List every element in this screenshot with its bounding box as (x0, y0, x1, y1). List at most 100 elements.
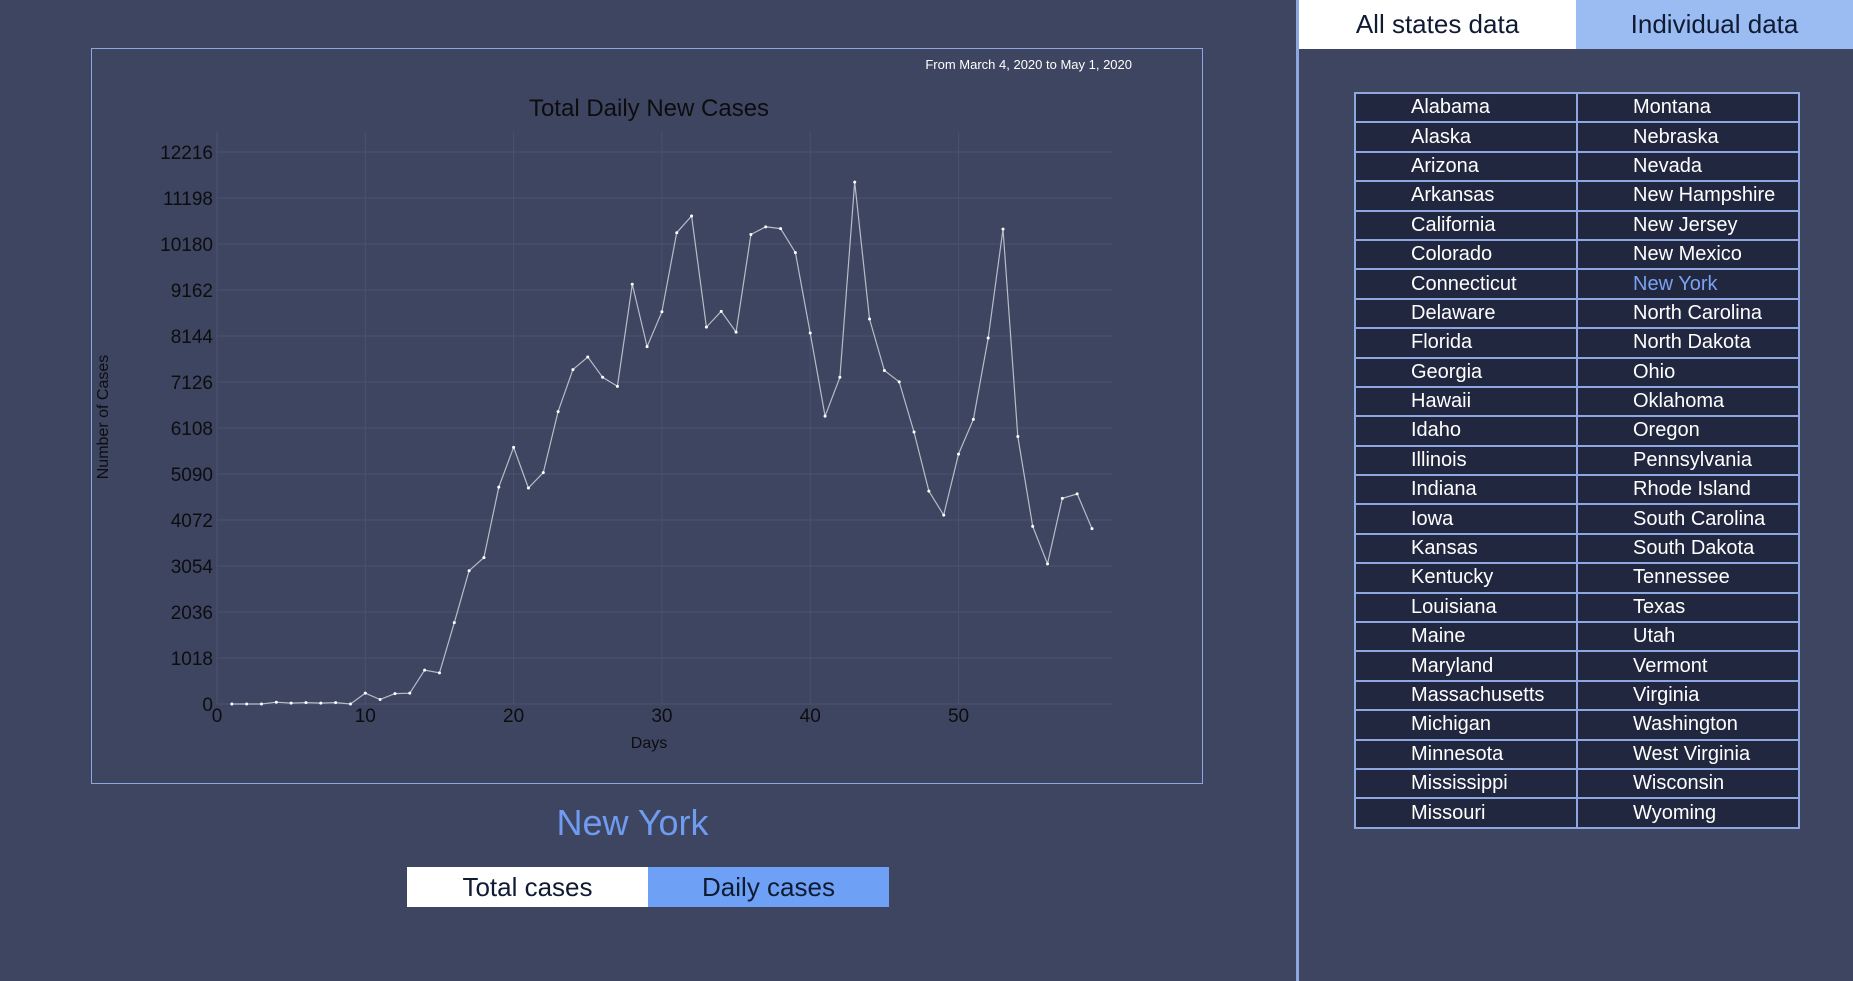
data-point (986, 336, 990, 340)
data-point (868, 317, 872, 321)
y-tick-label: 4072 (171, 511, 213, 532)
data-point (749, 233, 753, 237)
x-tick-label: 30 (651, 706, 672, 727)
data-point (408, 691, 412, 695)
data-point (912, 430, 916, 434)
x-tick-label: 20 (503, 706, 524, 727)
data-point (719, 309, 723, 313)
state-item-south-dakota[interactable]: South Dakota (1577, 533, 1799, 564)
state-item-connecticut[interactable]: Connecticut (1355, 269, 1577, 299)
data-point (319, 701, 323, 705)
state-item-new-hampshire[interactable]: New Hampshire (1577, 181, 1799, 211)
data-point (348, 702, 352, 706)
state-item-alabama[interactable]: Alabama (1355, 93, 1577, 123)
state-item-wyoming[interactable]: Wyoming (1577, 798, 1799, 828)
sidebar: All states data Individual data Alabama M… (1296, 0, 1853, 981)
data-point (764, 225, 768, 229)
data-point (452, 621, 456, 625)
state-item-wisconsin[interactable]: Wisconsin (1577, 768, 1799, 799)
state-item-florida[interactable]: Florida (1355, 328, 1577, 358)
state-item-delaware[interactable]: Delaware (1355, 298, 1577, 329)
state-item-missouri[interactable]: Missouri (1355, 798, 1577, 828)
data-point (259, 702, 263, 706)
daily-cases-button[interactable]: Daily cases (648, 867, 889, 907)
state-item-vermont[interactable]: Vermont (1577, 651, 1799, 681)
state-item-new-mexico[interactable]: New Mexico (1577, 239, 1799, 270)
data-point (897, 380, 901, 384)
state-item-arkansas[interactable]: Arkansas (1355, 181, 1577, 211)
data-point (556, 410, 560, 414)
state-item-colorado[interactable]: Colorado (1355, 239, 1577, 270)
data-point (793, 251, 797, 255)
y-tick-label: 1018 (171, 649, 213, 670)
data-point (1060, 496, 1064, 500)
state-item-arizona[interactable]: Arizona (1355, 151, 1577, 182)
data-point (245, 702, 249, 706)
chart-title: Total Daily New Cases (529, 95, 769, 122)
state-item-maryland[interactable]: Maryland (1355, 651, 1577, 681)
data-point (541, 471, 545, 475)
state-item-oklahoma[interactable]: Oklahoma (1577, 386, 1799, 417)
state-item-nebraska[interactable]: Nebraska (1577, 122, 1799, 152)
tab-all-states[interactable]: All states data (1299, 0, 1576, 49)
y-tick-label: 2036 (171, 603, 213, 624)
state-item-alaska[interactable]: Alaska (1355, 122, 1577, 152)
state-item-utah[interactable]: Utah (1577, 622, 1799, 652)
y-tick-label: 5090 (171, 465, 213, 486)
state-item-north-dakota[interactable]: North Dakota (1577, 328, 1799, 358)
state-item-illinois[interactable]: Illinois (1355, 445, 1577, 476)
state-item-west-virginia[interactable]: West Virginia (1577, 739, 1799, 769)
state-item-indiana[interactable]: Indiana (1355, 475, 1577, 505)
y-tick-label: 0 (202, 695, 213, 716)
tab-individual-data[interactable]: Individual data (1576, 0, 1853, 49)
state-item-texas[interactable]: Texas (1577, 592, 1799, 623)
y-tick-label: 7126 (171, 373, 213, 394)
state-item-maine[interactable]: Maine (1355, 622, 1577, 652)
case-type-toggle: Total cases Daily cases (407, 867, 889, 907)
data-point (675, 231, 679, 235)
data-point (378, 697, 382, 701)
data-point (734, 330, 738, 334)
state-item-idaho[interactable]: Idaho (1355, 416, 1577, 446)
state-item-georgia[interactable]: Georgia (1355, 357, 1577, 387)
state-item-kansas[interactable]: Kansas (1355, 533, 1577, 564)
data-point (1016, 434, 1020, 438)
state-item-mississippi[interactable]: Mississippi (1355, 768, 1577, 799)
state-item-virginia[interactable]: Virginia (1577, 680, 1799, 711)
daily-cases-chart: Total Daily New Cases Number of Cases Da… (95, 95, 1112, 752)
state-item-montana[interactable]: Montana (1577, 93, 1799, 123)
data-point (1031, 524, 1035, 528)
x-tick-label: 0 (212, 706, 223, 727)
total-cases-button[interactable]: Total cases (407, 867, 648, 907)
state-item-california[interactable]: California (1355, 210, 1577, 240)
state-item-new-jersey[interactable]: New Jersey (1577, 210, 1799, 240)
state-item-tennessee[interactable]: Tennessee (1577, 563, 1799, 593)
state-item-rhode-island[interactable]: Rhode Island (1577, 475, 1799, 505)
data-point (957, 452, 961, 456)
data-point (927, 489, 931, 493)
state-item-kentucky[interactable]: Kentucky (1355, 563, 1577, 593)
state-item-iowa[interactable]: Iowa (1355, 504, 1577, 534)
selected-state-title: New York (556, 802, 709, 843)
state-item-hawaii[interactable]: Hawaii (1355, 386, 1577, 417)
state-item-ohio[interactable]: Ohio (1577, 357, 1799, 387)
chart-panel: From March 4, 2020 to May 1, 2020 Total … (91, 48, 1203, 784)
data-point (1001, 227, 1005, 231)
state-item-south-carolina[interactable]: South Carolina (1577, 504, 1799, 534)
data-point (289, 701, 293, 705)
state-item-new-york[interactable]: New York (1577, 269, 1799, 299)
y-tick-label: 10180 (160, 235, 213, 256)
state-item-pennsylvania[interactable]: Pennsylvania (1577, 445, 1799, 476)
state-item-minnesota[interactable]: Minnesota (1355, 739, 1577, 769)
state-item-nevada[interactable]: Nevada (1577, 151, 1799, 182)
state-item-north-carolina[interactable]: North Carolina (1577, 298, 1799, 329)
y-tick-label: 8144 (171, 327, 214, 348)
data-point (497, 485, 501, 489)
state-item-louisiana[interactable]: Louisiana (1355, 592, 1577, 623)
state-item-massachusetts[interactable]: Massachusetts (1355, 680, 1577, 711)
state-item-washington[interactable]: Washington (1577, 710, 1799, 740)
state-item-michigan[interactable]: Michigan (1355, 710, 1577, 740)
data-point (882, 369, 886, 373)
data-point (467, 569, 471, 573)
state-item-oregon[interactable]: Oregon (1577, 416, 1799, 446)
